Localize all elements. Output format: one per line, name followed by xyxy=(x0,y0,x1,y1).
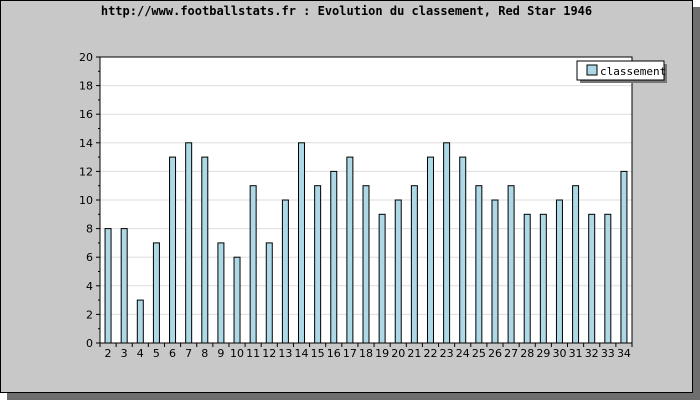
bar xyxy=(426,156,434,344)
bar xyxy=(410,185,418,344)
legend: classement xyxy=(576,60,667,83)
y-tick-label: 0 xyxy=(86,337,93,350)
bar xyxy=(394,199,402,344)
bar xyxy=(459,156,467,344)
x-tick-label: 11 xyxy=(246,347,260,360)
bar xyxy=(346,156,354,344)
y-tick-label: 8 xyxy=(86,223,93,236)
x-tick-label: 34 xyxy=(617,347,631,360)
bar xyxy=(104,228,112,344)
y-tick-label: 2 xyxy=(86,308,93,321)
bar xyxy=(281,199,289,344)
bar xyxy=(523,213,531,344)
x-tick-label: 7 xyxy=(185,347,192,360)
x-tick-label: 6 xyxy=(169,347,176,360)
x-tick-label: 12 xyxy=(262,347,276,360)
x-tick-label: 10 xyxy=(230,347,244,360)
y-tick-label: 6 xyxy=(86,251,93,264)
x-tick-label: 2 xyxy=(105,347,112,360)
y-tick-label: 14 xyxy=(79,137,93,150)
legend-swatch xyxy=(586,64,598,76)
bar xyxy=(362,185,370,344)
x-tick-label: 30 xyxy=(552,347,566,360)
x-tick-label: 25 xyxy=(472,347,486,360)
x-tick-label: 17 xyxy=(343,347,357,360)
x-tick-label: 31 xyxy=(569,347,583,360)
x-tick-label: 19 xyxy=(375,347,389,360)
x-tick-label: 23 xyxy=(440,347,454,360)
bar xyxy=(604,213,612,344)
x-tick-label: 29 xyxy=(536,347,550,360)
bar xyxy=(217,242,225,344)
x-tick-label: 18 xyxy=(359,347,373,360)
bar xyxy=(233,256,241,344)
bar xyxy=(152,242,160,344)
bar xyxy=(378,213,386,344)
x-tick-label: 16 xyxy=(327,347,341,360)
x-tick-label: 15 xyxy=(311,347,325,360)
y-tick-label: 10 xyxy=(79,194,93,207)
bar xyxy=(507,185,515,344)
x-tick-label: 32 xyxy=(585,347,599,360)
bar xyxy=(201,156,209,344)
frame-shadow-bottom xyxy=(7,393,700,400)
bar xyxy=(330,170,338,344)
x-tick-label: 20 xyxy=(391,347,405,360)
bar xyxy=(588,213,596,344)
frame-shadow-right xyxy=(693,7,700,400)
x-tick-label: 13 xyxy=(278,347,292,360)
x-tick-label: 33 xyxy=(601,347,615,360)
x-tick-label: 24 xyxy=(456,347,470,360)
x-tick-label: 8 xyxy=(201,347,208,360)
bar xyxy=(265,242,273,344)
x-tick-label: 21 xyxy=(407,347,421,360)
bar xyxy=(572,185,580,344)
bar xyxy=(555,199,563,344)
x-tick-label: 5 xyxy=(153,347,160,360)
legend-box xyxy=(576,60,665,81)
chart-title: http://www.footballstats.fr : Evolution … xyxy=(100,4,593,18)
bar xyxy=(620,170,628,344)
bar xyxy=(491,199,499,344)
x-tick-label: 26 xyxy=(488,347,502,360)
x-tick-label: 22 xyxy=(423,347,437,360)
bar xyxy=(185,142,193,344)
x-tick-label: 14 xyxy=(295,347,309,360)
bar xyxy=(120,228,128,344)
bar xyxy=(249,185,257,344)
bar xyxy=(475,185,483,344)
plot-border xyxy=(99,56,633,344)
x-tick-label: 28 xyxy=(520,347,534,360)
bar xyxy=(136,299,144,344)
y-tick-label: 12 xyxy=(79,165,93,178)
bar xyxy=(169,156,177,344)
x-tick-label: 3 xyxy=(121,347,128,360)
y-tick-label: 20 xyxy=(79,51,93,64)
y-tick-label: 18 xyxy=(79,80,93,93)
y-tick-label: 16 xyxy=(79,108,93,121)
x-tick-label: 9 xyxy=(217,347,224,360)
bar xyxy=(298,142,306,344)
y-tick-label: 4 xyxy=(86,280,93,293)
legend-label: classement xyxy=(600,65,666,78)
bar xyxy=(443,142,451,344)
x-tick-label: 27 xyxy=(504,347,518,360)
bar xyxy=(314,185,322,344)
x-tick-label: 4 xyxy=(137,347,144,360)
bar xyxy=(539,213,547,344)
